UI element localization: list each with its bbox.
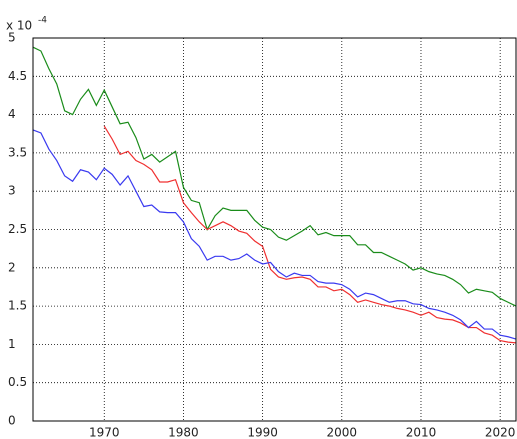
y-tick-label: 3 bbox=[8, 184, 16, 198]
y-tick-label: 2.5 bbox=[8, 222, 27, 236]
y-tick-label: 0 bbox=[8, 414, 16, 428]
x-tick-label: 2020 bbox=[485, 426, 516, 439]
y-multiplier-exponent: -4 bbox=[38, 16, 47, 26]
series-line bbox=[32, 129, 517, 340]
y-tick-label: 0.5 bbox=[8, 375, 27, 389]
plot-frame bbox=[32, 37, 517, 422]
y-tick-label: 1.5 bbox=[8, 299, 27, 313]
x-tick-label: 2010 bbox=[406, 426, 437, 439]
y-multiplier: x 10 bbox=[6, 19, 32, 33]
series-line bbox=[103, 125, 517, 344]
series-line bbox=[32, 46, 517, 307]
y-tick-label: 4.5 bbox=[8, 69, 27, 83]
x-tick-label: 1990 bbox=[247, 426, 278, 439]
y-tick-label: 4 bbox=[8, 107, 16, 121]
x-tick-label: 1980 bbox=[168, 426, 199, 439]
x-tick-label: 2000 bbox=[327, 426, 358, 439]
y-tick-label: 5 bbox=[8, 31, 16, 45]
y-tick-label: 2 bbox=[8, 260, 16, 274]
x-tick-label: 1970 bbox=[89, 426, 120, 439]
y-tick-label: 1 bbox=[8, 337, 16, 351]
y-tick-label: 3.5 bbox=[8, 145, 27, 159]
